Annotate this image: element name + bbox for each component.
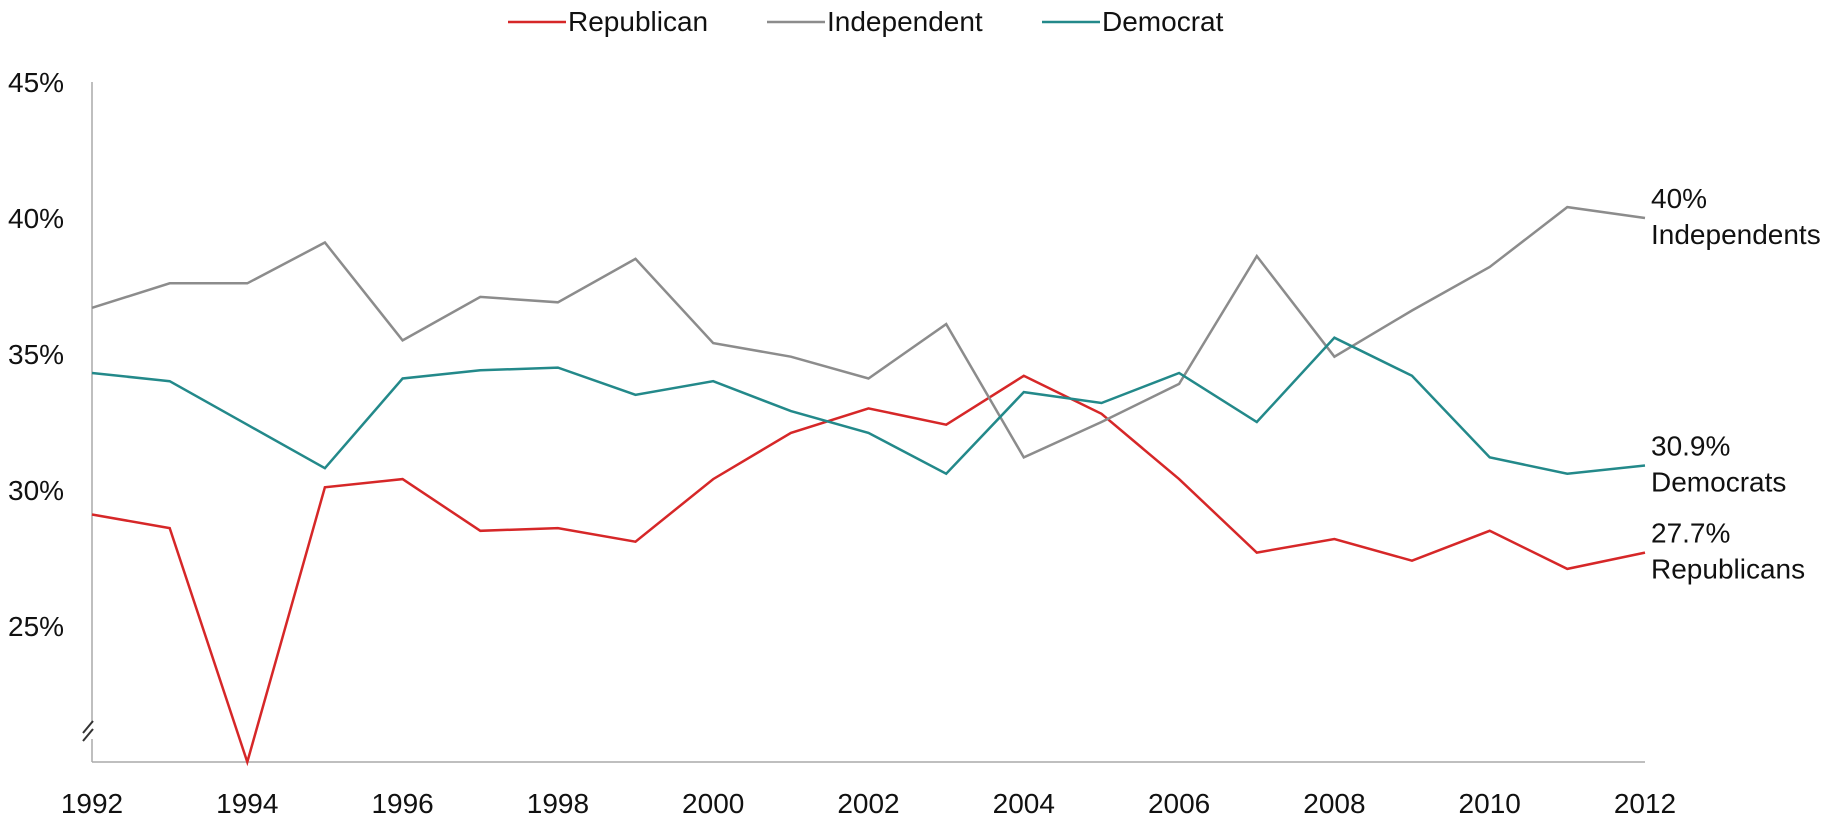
end-labels: 27.7% Republicans 40% Independents 30.9% Demo… bbox=[1651, 183, 1821, 585]
x-tick-label: 2002 bbox=[837, 788, 899, 817]
x-tick-label: 2004 bbox=[993, 788, 1055, 817]
legend-label: Independent bbox=[827, 6, 983, 37]
x-tick-label: 2010 bbox=[1459, 788, 1521, 817]
x-tick-label: 2000 bbox=[682, 788, 744, 817]
end-label-democrat: 30.9% Democrats bbox=[1651, 431, 1786, 498]
series-line-republican bbox=[91, 374, 1646, 767]
x-tick-label: 2012 bbox=[1614, 788, 1676, 817]
y-tick-label: 35% bbox=[8, 339, 64, 370]
end-label-republican: 27.7% Republicans bbox=[1651, 518, 1805, 585]
y-tick-labels: 25% 30% 35% 40% 45% bbox=[8, 67, 64, 642]
y-tick-label: 45% bbox=[8, 67, 64, 98]
legend-item-democrat: Democrat bbox=[1042, 6, 1224, 37]
y-tick-label: 40% bbox=[8, 203, 64, 234]
legend: Republican Independent Democrat bbox=[508, 6, 1224, 37]
axes bbox=[80, 82, 1645, 763]
series-line-democrat bbox=[91, 336, 1646, 476]
x-tick-label: 1994 bbox=[216, 788, 278, 817]
y-tick-label: 30% bbox=[8, 475, 64, 506]
y-tick-label: 25% bbox=[8, 611, 64, 642]
legend-item-republican: Republican bbox=[508, 6, 708, 37]
y-axis-break-marker bbox=[80, 720, 104, 742]
x-tick-labels: 1992 1994 1996 1998 2000 2002 2004 2006 2008 2010… bbox=[61, 788, 1676, 817]
end-label-independent: 40% Independents bbox=[1651, 183, 1821, 250]
x-tick-label: 1992 bbox=[61, 788, 123, 817]
series-line-independent bbox=[91, 205, 1646, 460]
axis-break-slash bbox=[82, 728, 94, 742]
axis-break-slash bbox=[82, 720, 94, 734]
x-tick-label: 1996 bbox=[371, 788, 433, 817]
legend-item-independent: Independent bbox=[767, 6, 983, 37]
legend-label: Democrat bbox=[1102, 6, 1224, 37]
x-tick-label: 2006 bbox=[1148, 788, 1210, 817]
series-lines bbox=[91, 205, 1646, 767]
x-tick-label: 1998 bbox=[527, 788, 589, 817]
x-tick-label: 2008 bbox=[1303, 788, 1365, 817]
legend-label: Republican bbox=[568, 6, 708, 37]
